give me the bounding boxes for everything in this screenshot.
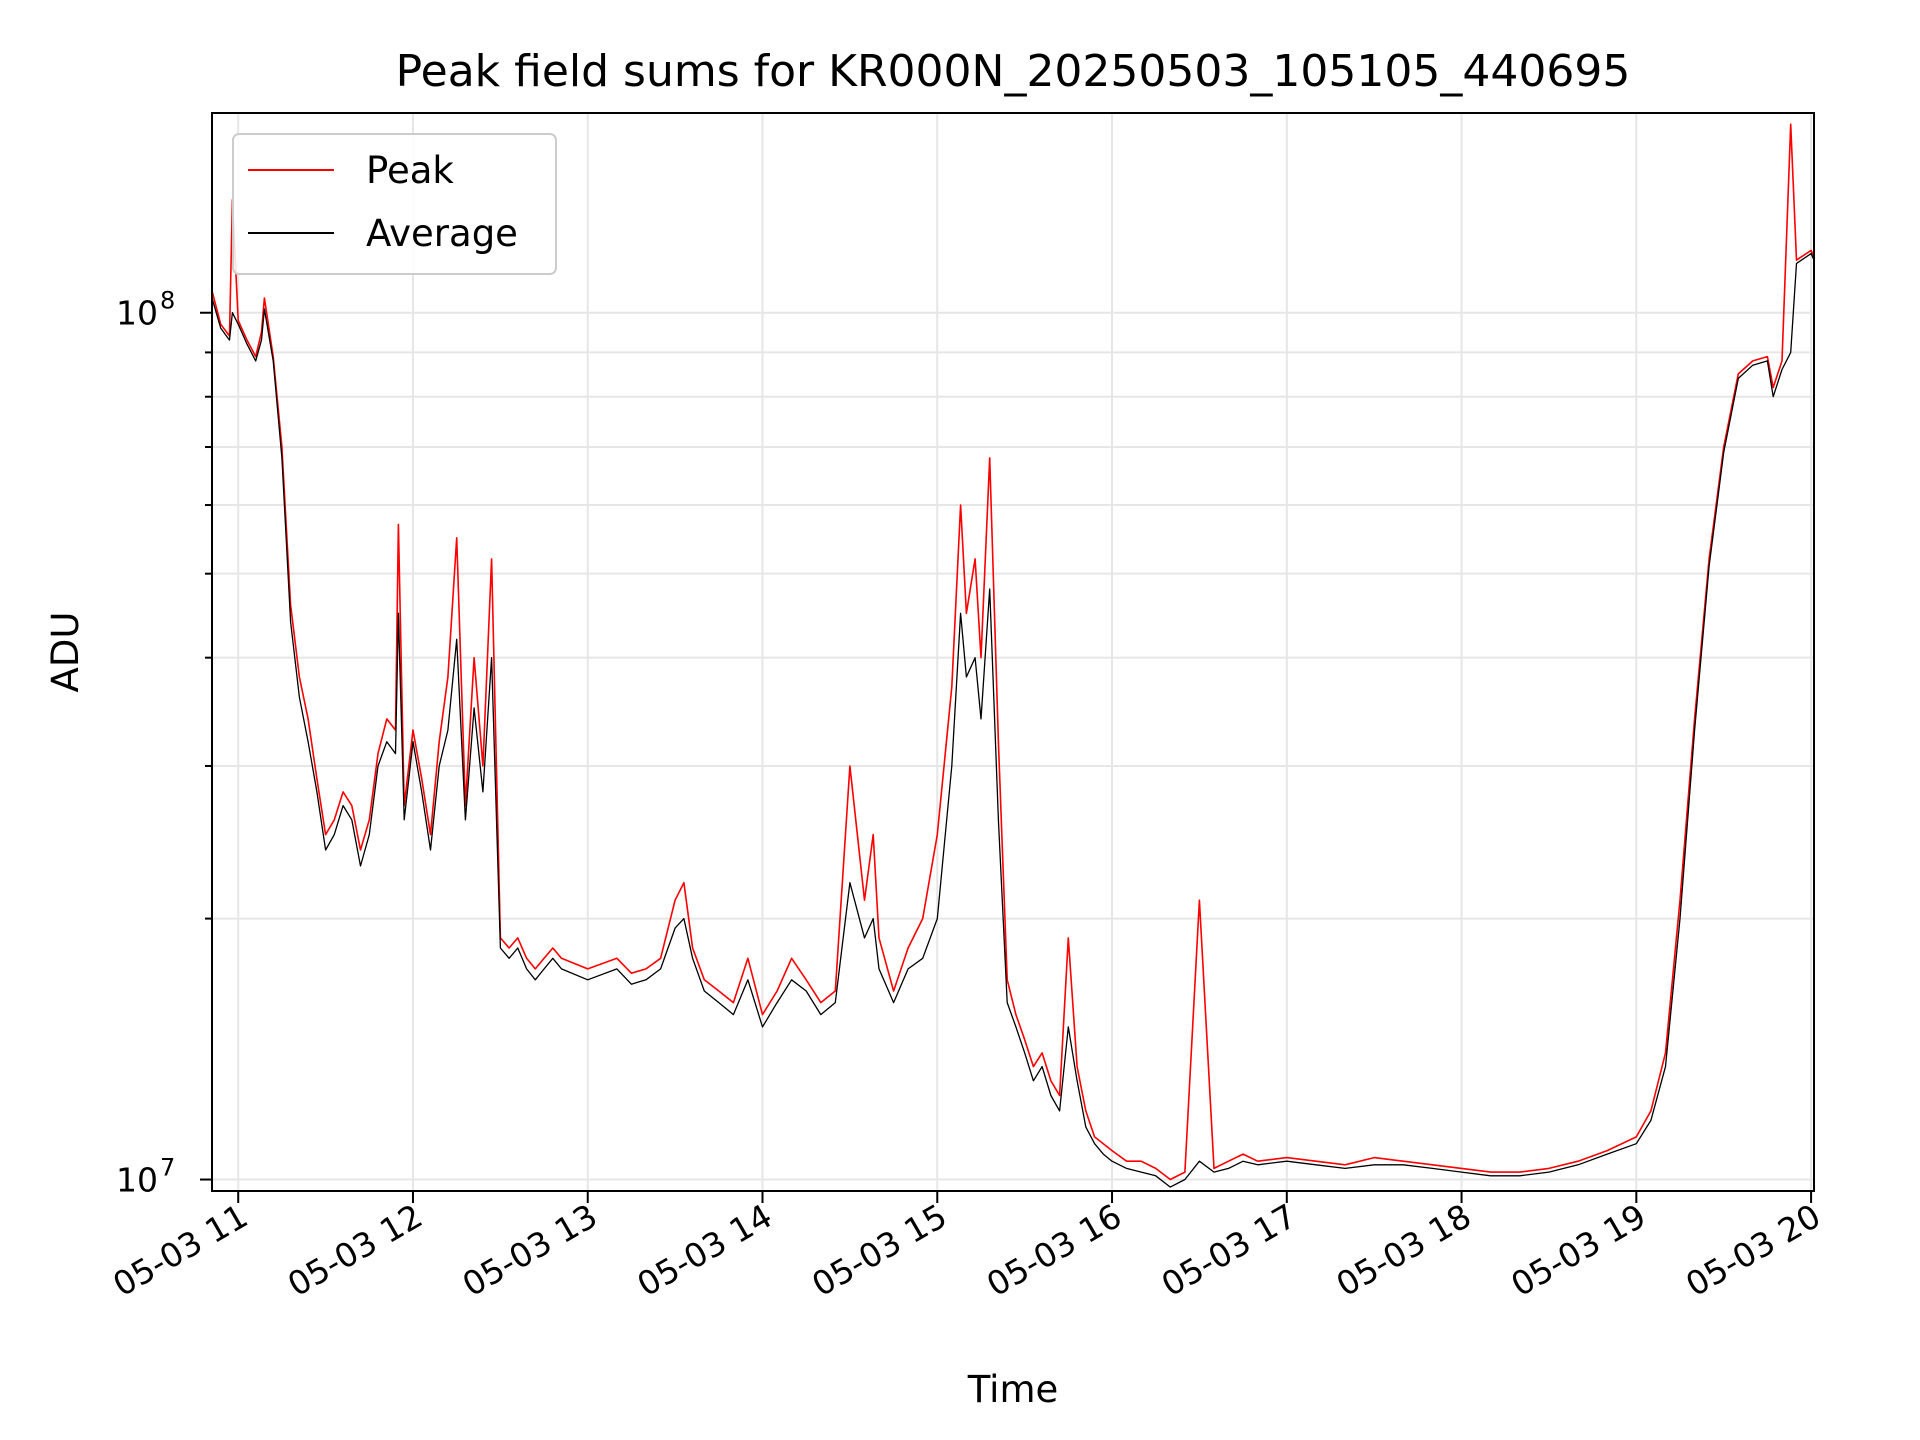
grid bbox=[212, 113, 1814, 1191]
y-tick-exponent: 8 bbox=[160, 287, 175, 315]
y-axis-label: ADU bbox=[44, 612, 87, 693]
plot-frame bbox=[211, 112, 1815, 1192]
y-tick-exponent: 7 bbox=[160, 1154, 175, 1182]
y-tick-label: 10 bbox=[116, 1161, 158, 1200]
series-line-peak bbox=[211, 123, 1815, 1181]
chart-title: Peak field sums for KR000N_20250503_1051… bbox=[396, 46, 1631, 97]
y-tick-label: 10 bbox=[116, 294, 158, 333]
legend: Peak Average bbox=[232, 133, 557, 275]
x-axis-label: Time bbox=[967, 1368, 1059, 1411]
series-line-average bbox=[211, 252, 1815, 1188]
series-layer bbox=[211, 123, 1815, 1188]
legend-label-average: Average bbox=[366, 212, 518, 255]
legend-label-peak: Peak bbox=[366, 149, 454, 192]
